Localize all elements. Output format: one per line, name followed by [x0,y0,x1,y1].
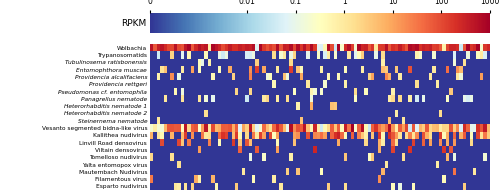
Text: RPKM: RPKM [122,19,146,27]
